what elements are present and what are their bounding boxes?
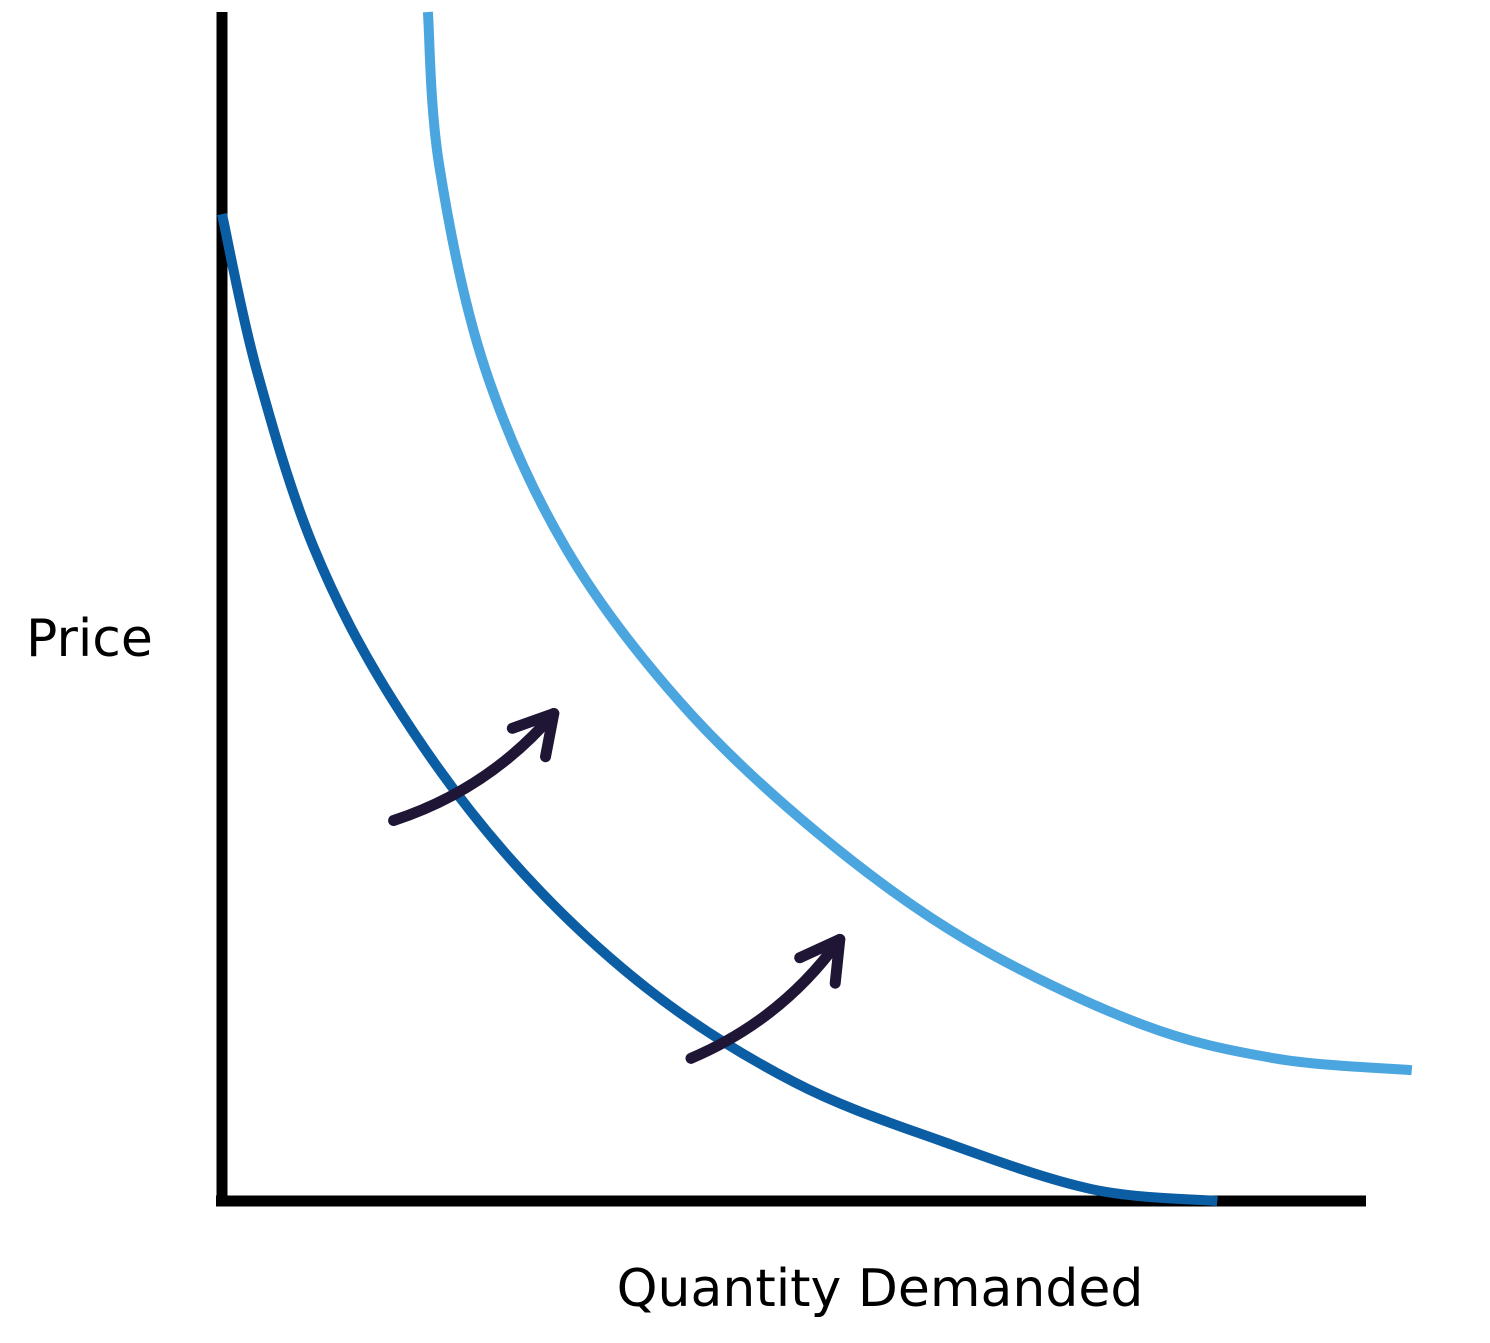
demand-curve-original [217, 213, 1218, 1206]
annotation-layer [388, 708, 846, 1064]
x-axis-label: Quantity Demanded [617, 1259, 1144, 1319]
shift-arrow-1 [388, 708, 560, 826]
demand-curve-shifted [422, 11, 1413, 1076]
shift-arrow-2 [685, 933, 846, 1064]
shift-arrow-head [506, 708, 560, 763]
series-layer [217, 11, 1413, 1206]
shift-arrow-shaft [388, 708, 560, 826]
y-axis-label: Price [26, 609, 153, 669]
shift-arrow-shaft [685, 933, 846, 1064]
shift-arrow-head [794, 933, 846, 989]
